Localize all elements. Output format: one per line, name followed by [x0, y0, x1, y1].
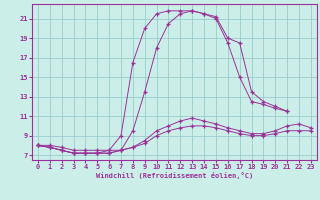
X-axis label: Windchill (Refroidissement éolien,°C): Windchill (Refroidissement éolien,°C) [96, 172, 253, 179]
